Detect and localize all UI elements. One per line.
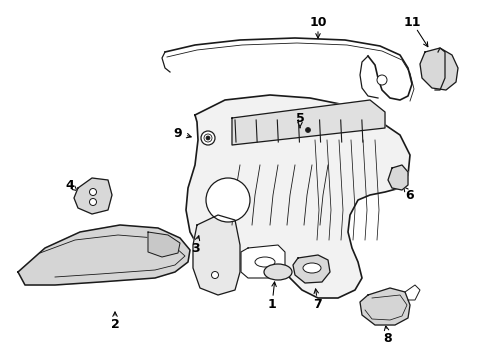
Text: 5: 5	[295, 112, 304, 125]
Ellipse shape	[255, 257, 275, 267]
Polygon shape	[232, 100, 385, 145]
Text: 2: 2	[111, 319, 120, 332]
Circle shape	[90, 189, 97, 195]
Circle shape	[377, 75, 387, 85]
Polygon shape	[74, 178, 112, 214]
Circle shape	[212, 271, 219, 279]
Circle shape	[305, 127, 311, 132]
Text: 11: 11	[403, 15, 421, 28]
Ellipse shape	[303, 263, 321, 273]
Circle shape	[204, 134, 212, 142]
Polygon shape	[388, 165, 408, 190]
Polygon shape	[148, 232, 180, 257]
Polygon shape	[193, 215, 240, 295]
Polygon shape	[293, 255, 330, 283]
Circle shape	[206, 178, 250, 222]
Text: 9: 9	[173, 126, 182, 140]
Polygon shape	[241, 245, 285, 278]
Text: 1: 1	[268, 298, 276, 311]
Text: 3: 3	[191, 242, 199, 255]
Polygon shape	[420, 48, 458, 90]
Text: 4: 4	[66, 179, 74, 192]
Circle shape	[90, 198, 97, 206]
Circle shape	[206, 136, 210, 140]
Polygon shape	[186, 95, 410, 298]
Polygon shape	[360, 288, 410, 325]
Text: 8: 8	[384, 332, 392, 345]
Text: 6: 6	[406, 189, 415, 202]
Circle shape	[201, 131, 215, 145]
Ellipse shape	[264, 264, 292, 280]
Text: 7: 7	[314, 298, 322, 311]
Polygon shape	[18, 225, 190, 285]
Text: 10: 10	[309, 15, 327, 28]
